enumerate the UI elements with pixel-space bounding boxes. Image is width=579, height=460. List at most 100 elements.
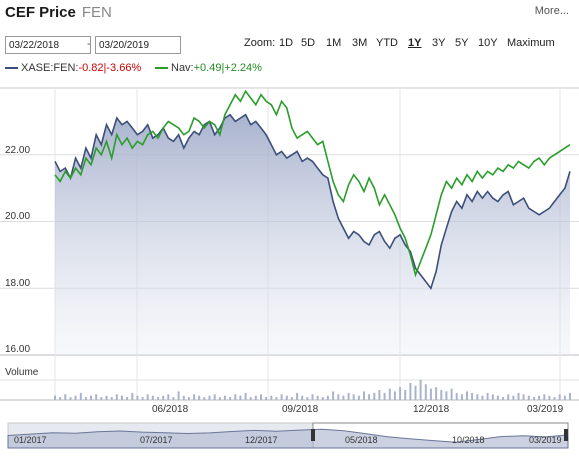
volume-bar xyxy=(203,397,206,400)
price-series-line xyxy=(54,113,571,291)
navigator-label: 03/2019 xyxy=(529,435,562,445)
page-title: CEF Price xyxy=(5,4,76,21)
volume-bar xyxy=(234,394,237,400)
zoom-1y-button[interactable]: 1Y xyxy=(408,37,422,49)
volume-bar xyxy=(352,394,355,400)
volume-bar xyxy=(363,391,365,400)
volume-bar xyxy=(270,395,273,400)
volume-bar xyxy=(275,397,278,400)
volume-bar xyxy=(177,391,180,400)
volume-bar xyxy=(223,395,226,400)
volume-bar xyxy=(399,387,402,400)
volume-bar xyxy=(146,394,149,400)
x-tick-label: 03/2019 xyxy=(527,404,564,415)
volume-bar xyxy=(141,397,144,400)
volume-bar xyxy=(496,395,499,400)
nav-swatch-icon xyxy=(155,67,168,70)
volume-bar xyxy=(347,392,350,400)
volume-bar xyxy=(502,397,505,400)
more-link[interactable]: More... xyxy=(534,5,569,17)
navigator-series xyxy=(7,428,569,449)
chart-title: CEF Price FEN xyxy=(5,4,112,21)
volume-bar xyxy=(435,387,438,400)
volume-bar xyxy=(249,397,252,400)
navigator-label: 01/2017 xyxy=(14,435,47,445)
legend-item-price[interactable]: XASE:FEN:-0.82|-3.66% xyxy=(5,62,141,74)
y-tick-label: 18.00 xyxy=(5,278,31,289)
volume-bar xyxy=(301,395,304,400)
volume-bar xyxy=(193,394,196,400)
volume-bar xyxy=(260,394,262,400)
volume-bar xyxy=(569,392,571,400)
navigator-label: 10/2018 xyxy=(452,435,485,445)
x-tick-label: 12/2018 xyxy=(413,404,450,415)
volume-bar xyxy=(182,395,185,400)
price-swatch-icon xyxy=(5,67,18,70)
end-date-input[interactable] xyxy=(95,36,181,54)
volume-bar xyxy=(244,392,247,400)
volume-bar xyxy=(512,395,515,400)
volume-bar xyxy=(373,392,376,400)
date-separator: - xyxy=(87,38,91,50)
volume-bar xyxy=(357,395,360,400)
volume-bar xyxy=(95,394,98,400)
zoom-5y-button[interactable]: 5Y xyxy=(455,37,469,49)
volume-bar xyxy=(388,388,391,400)
volume-bar xyxy=(90,395,92,400)
volume-bar xyxy=(167,394,170,400)
volume-bar xyxy=(64,394,67,400)
volume-bar xyxy=(466,391,468,400)
navigator-handle xyxy=(311,429,315,441)
volume-bar xyxy=(527,395,530,400)
zoom-5d-button[interactable]: 5D xyxy=(301,37,316,49)
volume-bar xyxy=(393,391,396,400)
nav-series-line xyxy=(54,89,571,278)
volume-bar xyxy=(507,394,510,400)
zoom-ytd-button[interactable]: YTD xyxy=(376,37,398,49)
y-tick-label: 16.00 xyxy=(5,344,31,355)
volume-bar xyxy=(481,395,484,400)
legend-item-nav[interactable]: Nav:+0.49|+2.24% xyxy=(155,62,262,74)
price-area xyxy=(55,114,570,355)
volume-bar xyxy=(59,397,62,400)
volume-bar xyxy=(121,395,123,400)
volume-bar xyxy=(115,394,118,400)
volume-bar xyxy=(208,395,211,400)
zoom-maximum-button[interactable]: Maximum xyxy=(507,37,555,49)
volume-bar xyxy=(187,397,190,400)
volume-bar xyxy=(311,394,314,400)
zoom-1m-button[interactable]: 1M xyxy=(326,37,342,49)
volume-bar xyxy=(229,397,232,400)
legend-price-change: -0.82|-3.66% xyxy=(78,62,142,74)
volume-bar xyxy=(476,394,479,400)
volume-bar xyxy=(306,397,309,400)
volume-bar xyxy=(553,397,556,400)
zoom-10y-button[interactable]: 10Y xyxy=(478,37,498,49)
volume-bar xyxy=(239,395,242,400)
volume-bar xyxy=(316,395,319,400)
x-tick-label: 06/2018 xyxy=(152,404,189,415)
volume-bar xyxy=(409,382,412,400)
volume-bar xyxy=(126,397,129,400)
volume-bar xyxy=(460,394,463,400)
zoom-1d-button[interactable]: 1D xyxy=(279,37,294,49)
volume-bar xyxy=(280,394,283,400)
volume-bar xyxy=(538,395,541,400)
navigator-label: 07/2017 xyxy=(140,435,173,445)
volume-bar xyxy=(74,395,77,400)
volume-bar xyxy=(558,394,561,400)
volume-bar xyxy=(548,395,551,400)
zoom-3m-button[interactable]: 3M xyxy=(352,37,368,49)
volume-bar xyxy=(342,395,345,400)
volume-bar xyxy=(563,395,566,400)
volume-bar xyxy=(368,394,371,400)
range-navigator xyxy=(7,422,569,449)
start-date-input[interactable] xyxy=(5,36,91,54)
volume-bar xyxy=(326,395,329,400)
zoom-3y-button[interactable]: 3Y xyxy=(432,37,446,49)
volume-bar xyxy=(533,397,535,400)
volume-bar xyxy=(296,392,299,400)
volume-bar xyxy=(471,392,474,400)
volume-bar xyxy=(84,397,87,400)
